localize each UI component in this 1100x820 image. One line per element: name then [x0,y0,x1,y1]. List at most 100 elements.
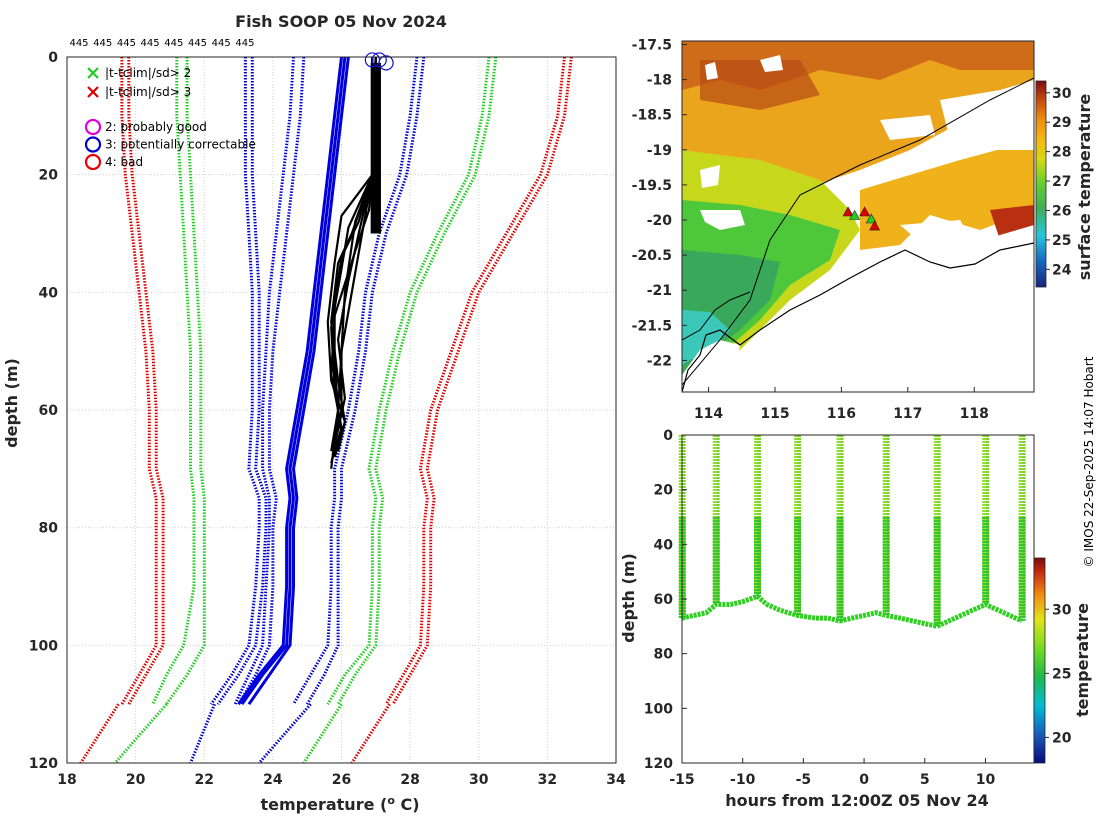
left-axes-box [66,56,617,764]
sst-field [682,41,1034,392]
map-y-tick-label: -19 [647,143,672,159]
flag-circle-marker [371,52,387,68]
profile-chart: Fish SOOP 05 Nov 2024 445 445 445 445 445 445… [2,12,626,814]
y-axis-label: depth (m) [2,358,21,448]
dt-x-axis-label: hours from 12:00Z 05 Nov 24 [725,791,988,810]
dt-casts [678,435,1026,629]
temperature-colorbar [1033,557,1046,764]
mean-profile-line [247,56,350,706]
top-count-label: 445 [93,38,112,49]
x-tick-label: 30 [469,772,489,788]
climatology-line [384,56,566,705]
y-tick-label: 60 [39,403,59,419]
sst-offshore-region [860,140,1034,250]
map-y-tick-label: -18.5 [632,108,672,124]
dt-y-tick-label: 60 [654,592,674,608]
sst-map: 114 115 116 117 118 -17.5 -18 -18.5 -19 -19.5 -20 -… [632,38,1094,422]
map-y-tick-label: -17.5 [632,38,672,54]
temperature-colorbar-ticks: 20 25 30 [1045,602,1072,746]
dt-y-tick-label: 100 [644,701,673,717]
land-region [682,340,740,392]
climatology-line [326,56,491,705]
legend-label: 3: potentially correctable [105,138,256,152]
sst-cool-region [682,310,730,365]
temperature-colorbar-tick-label: 20 [1052,730,1072,746]
temperature-colorbar-label: temperature [1073,603,1092,717]
map-y-tick-label: -18 [647,73,672,89]
legend-label: |t-tclim|/sd> 3 [105,85,191,99]
dt-y-tick-label: 0 [663,428,673,444]
climatology-extension [258,703,312,764]
top-count-label: 445 [212,38,231,49]
map-axes-box [681,40,1035,393]
climatology-line [391,56,573,705]
x-tick-label: 20 [126,772,146,788]
map-x-tick-label: 118 [960,406,989,422]
legend-x-marker [87,86,99,98]
dt-y-axis-label: depth (m) [619,553,638,643]
legend-circle-marker [84,153,102,171]
dt-axes-box [681,434,1035,764]
map-x-tick-label: 115 [760,406,789,422]
top-count-label: 445 [69,38,88,49]
y-tick-label: 100 [29,638,58,654]
climatology-extension [350,703,391,764]
chart-title: Fish SOOP 05 Nov 2024 [235,12,447,31]
top-count-label: 445 [117,38,136,49]
dt-x-tick-label: -10 [730,772,756,788]
climatology-line [336,56,498,705]
map-y-tick-label: -20.5 [632,248,672,264]
map-y-tick-label: -20 [647,213,673,229]
x-axis-label: temperature (o C) [260,794,419,814]
flag-circle-marker [378,55,394,71]
climatology-line [292,56,419,705]
climatology-line [216,57,268,706]
y-tick-label: 40 [39,285,59,301]
x-tick-label: 22 [195,772,214,788]
legend-circle-marker [84,136,102,153]
dt-x-tick-label: 10 [976,772,996,788]
legend-label: 4: bad [105,155,143,169]
map-y-tick-label: -21.5 [632,318,672,334]
x-axis-label-sup: o [387,794,395,807]
climatology-extension [113,703,168,764]
temperature-colorbar-tick-label: 25 [1052,666,1071,682]
sst-colorbar-tick-label: 24 [1052,262,1072,278]
credit-text: © IMOS 22-Sep-2025 14:07 Hobart [1082,356,1096,567]
y-tick-label: 0 [48,50,58,66]
flag-circles [364,52,394,71]
climatology-extension [302,703,343,764]
map-x-tick-label: 114 [694,406,723,422]
ship-track [842,206,881,231]
map-y-tick-label: -19.5 [632,178,672,194]
legend-circle-marker [84,118,102,136]
dt-y-tick-label: 120 [644,756,673,772]
dt-y-tick-label: 40 [654,537,674,553]
map-ticks: 114 115 116 117 118 -17.5 -18 -18.5 -19 -19.5 -20 -… [632,38,989,422]
x-tick-label: 34 [606,772,626,788]
sst-warm-region [682,41,1034,392]
dt-y-tick-label: 20 [654,483,674,499]
climatology-extension [189,703,216,764]
climatology-line [305,56,426,705]
track-marker [842,206,854,217]
sst-colorbar-tick-label: 26 [1052,203,1071,219]
observed-profile-bundle [370,62,381,234]
track-marker [869,220,881,231]
legend-label: |t-tclim|/sd> 2 [105,66,191,80]
x-tick-label: 28 [400,772,419,788]
top-count-label: 445 [235,38,254,49]
top-counts: 445 445 445 445 445 445 445 445 [69,38,254,49]
sst-colorbar-tick-label: 27 [1052,174,1071,190]
isobath-line [682,77,1034,386]
dt-y-tick-label: 80 [654,647,674,663]
legend-label: 2: probably good [105,120,207,134]
top-count-label: 445 [188,38,207,49]
track-marker [859,206,871,217]
land-coast [745,225,1034,392]
x-tick-label: 32 [538,772,557,788]
top-count-label: 445 [141,38,160,49]
map-x-tick-label: 116 [827,406,856,422]
